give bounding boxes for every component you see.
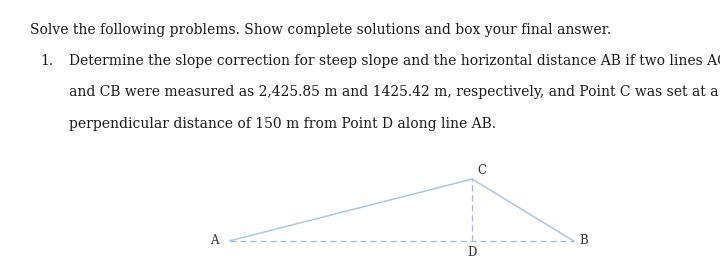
Text: Solve the following problems. Show complete solutions and box your final answer.: Solve the following problems. Show compl… (30, 23, 611, 37)
Text: B: B (579, 234, 588, 247)
Text: perpendicular distance of 150 m from Point D along line AB.: perpendicular distance of 150 m from Poi… (69, 117, 496, 131)
Text: Determine the slope correction for steep slope and the horizontal distance AB if: Determine the slope correction for steep… (69, 54, 720, 68)
Text: A: A (210, 234, 219, 247)
Text: 1.: 1. (40, 54, 53, 68)
Text: and CB were measured as 2,425.85 m and 1425.42 m, respectively, and Point C was : and CB were measured as 2,425.85 m and 1… (69, 85, 719, 99)
Text: D: D (467, 246, 477, 259)
Text: C: C (477, 164, 487, 178)
